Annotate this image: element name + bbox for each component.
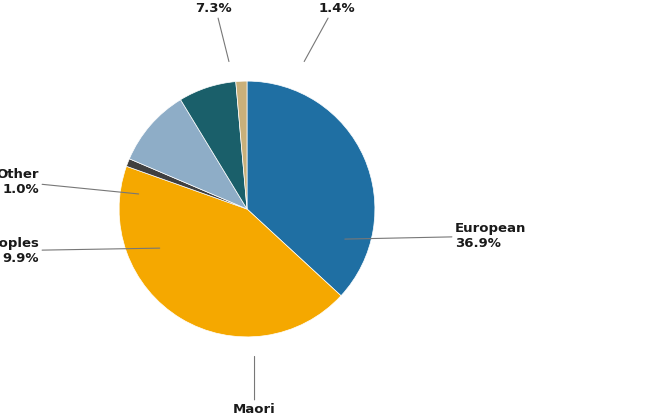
Wedge shape [236, 81, 247, 209]
Text: Asian
1.4%: Asian 1.4% [304, 0, 358, 61]
Text: European
36.9%: European 36.9% [344, 222, 526, 250]
Text: Maori
43.6%: Maori 43.6% [231, 357, 278, 418]
Text: Pacific Peoples
9.9%: Pacific Peoples 9.9% [0, 237, 160, 265]
Wedge shape [181, 82, 247, 209]
Wedge shape [127, 159, 247, 209]
Wedge shape [119, 166, 341, 337]
Text: Unknown
7.3%: Unknown 7.3% [179, 0, 248, 61]
Wedge shape [247, 81, 375, 296]
Text: Other
1.0%: Other 1.0% [0, 168, 138, 196]
Wedge shape [129, 100, 247, 209]
